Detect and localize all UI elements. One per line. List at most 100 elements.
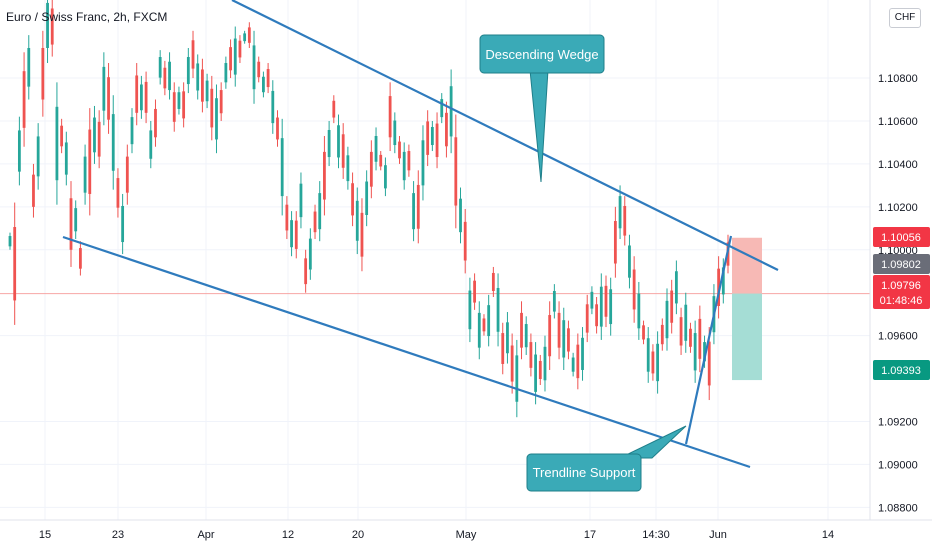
candle-body xyxy=(703,342,706,362)
candle-body xyxy=(623,205,627,236)
candle-body xyxy=(717,268,721,307)
candle-body xyxy=(665,300,669,339)
candle-body xyxy=(177,92,181,109)
candle-body xyxy=(430,126,434,146)
candle-body xyxy=(459,198,462,233)
candle-body xyxy=(308,238,312,270)
candle-body xyxy=(257,61,261,78)
candle-body xyxy=(121,205,125,243)
candle-body xyxy=(590,291,594,309)
candle-body xyxy=(618,196,622,229)
candle-body xyxy=(107,77,110,120)
support-trendline xyxy=(684,235,733,445)
candle-body xyxy=(595,304,599,327)
candle-body xyxy=(149,130,153,159)
candle-body xyxy=(210,88,214,128)
candle-body xyxy=(111,114,115,171)
candle-body xyxy=(17,130,21,172)
callouts: Descending Wedge Trendline Support xyxy=(479,34,687,492)
candle-body xyxy=(651,351,655,374)
candle-body xyxy=(93,117,96,153)
candle-body xyxy=(684,304,688,341)
candle-body xyxy=(266,69,270,88)
candle-body xyxy=(374,136,378,162)
lower-wedge-line xyxy=(62,235,751,469)
candle-body xyxy=(323,151,326,200)
candle-body xyxy=(369,151,373,187)
candle-body xyxy=(191,40,195,69)
x-tick-label: Jun xyxy=(709,529,727,541)
candle-body xyxy=(139,84,143,111)
candle-body xyxy=(698,318,702,359)
candle-body xyxy=(534,354,537,392)
candle-body xyxy=(238,40,242,58)
candle-body xyxy=(510,345,514,382)
candle-body xyxy=(276,117,279,140)
candle-body xyxy=(445,112,448,147)
candle-body xyxy=(299,183,303,218)
candle-body xyxy=(158,57,162,78)
candle-body xyxy=(670,290,674,323)
candle-body xyxy=(168,61,171,91)
candle-body xyxy=(449,86,453,137)
candle-body xyxy=(135,75,139,113)
candle-body xyxy=(557,312,561,348)
candle-body xyxy=(144,81,148,113)
target-zone xyxy=(732,293,762,381)
candle-body xyxy=(74,208,78,232)
candle-body xyxy=(201,69,204,102)
candle-body xyxy=(412,193,415,230)
candle-body xyxy=(426,121,430,155)
candle-body xyxy=(116,178,120,208)
candle-body xyxy=(496,287,500,332)
x-tick-label: May xyxy=(456,529,477,541)
candle-body xyxy=(515,355,519,402)
candle-body xyxy=(219,90,223,114)
candle-body xyxy=(674,271,678,304)
candle-body xyxy=(632,269,636,310)
candle-body xyxy=(576,344,580,379)
candle-body xyxy=(22,71,26,128)
candle-body xyxy=(543,346,547,381)
candle-body xyxy=(341,134,345,168)
candle-body xyxy=(524,324,528,348)
candle-body xyxy=(154,108,157,138)
candle-body xyxy=(585,304,589,333)
candle-body xyxy=(313,211,317,233)
candle-body xyxy=(355,200,359,241)
candle-body xyxy=(163,67,167,89)
price-label-box xyxy=(873,275,930,309)
candle-body xyxy=(388,96,392,138)
candle-body xyxy=(435,123,439,158)
candle-body xyxy=(60,125,64,147)
candle-body xyxy=(637,293,641,329)
candle-body xyxy=(491,272,495,291)
candle-body xyxy=(407,151,411,171)
candle-body xyxy=(8,236,12,247)
candle-body xyxy=(285,204,289,231)
candle-body xyxy=(130,117,134,145)
candle-body xyxy=(552,290,556,312)
candle-body xyxy=(233,38,237,75)
candle-body xyxy=(609,289,613,325)
candle-body xyxy=(243,33,247,42)
x-tick-label: 23 xyxy=(112,529,124,541)
currency-button[interactable]: CHF xyxy=(889,8,921,28)
candle-body xyxy=(482,318,486,332)
price-label-text: 1.10056 xyxy=(881,232,921,244)
x-tick-label: 17 xyxy=(584,529,596,541)
candle-body xyxy=(280,138,284,197)
y-tick-label: 1.10000 xyxy=(878,245,918,257)
candle-body xyxy=(290,220,293,248)
candle-body xyxy=(32,174,35,207)
wedge-callout-box xyxy=(479,34,605,74)
x-tick-label: 14:30 xyxy=(642,529,670,541)
candle-body xyxy=(304,258,308,285)
price-axis: 1.10800 1.10600 1.10400 1.10200 1.10000 1.096… xyxy=(869,0,930,520)
candle-body xyxy=(346,155,350,182)
candle-body xyxy=(102,66,106,111)
price-label-text: 1.09802 xyxy=(881,259,921,271)
candle-body xyxy=(613,221,617,264)
candle-body xyxy=(689,328,692,347)
